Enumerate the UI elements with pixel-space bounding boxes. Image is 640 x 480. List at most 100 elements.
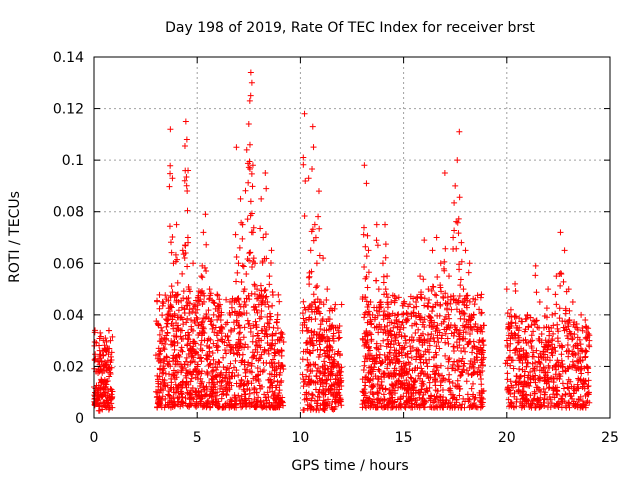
data-point — [518, 318, 525, 325]
data-point — [433, 343, 440, 350]
data-point — [585, 330, 592, 337]
data-point — [454, 299, 461, 306]
data-point — [215, 359, 222, 366]
data-point — [471, 301, 478, 308]
data-point — [329, 322, 336, 329]
data-point — [243, 146, 250, 153]
data-point — [203, 241, 210, 248]
data-point — [378, 373, 385, 380]
data-point — [210, 311, 217, 318]
data-point — [476, 369, 483, 376]
x-tick-label: 20 — [498, 430, 516, 446]
data-point — [523, 391, 530, 398]
data-point — [314, 378, 321, 385]
data-point — [421, 302, 428, 309]
data-point — [433, 367, 440, 374]
data-point — [570, 352, 577, 359]
data-point — [528, 343, 535, 350]
data-point — [413, 321, 420, 328]
data-point — [363, 180, 370, 187]
data-point — [424, 363, 431, 370]
data-point — [555, 328, 562, 335]
data-point — [362, 294, 369, 301]
data-point — [553, 301, 560, 308]
data-point — [179, 247, 186, 254]
data-point — [231, 373, 238, 380]
data-point — [400, 300, 407, 307]
data-point — [224, 319, 231, 326]
data-point — [516, 315, 523, 322]
data-point — [453, 306, 460, 313]
data-point — [516, 348, 523, 355]
data-point — [420, 401, 427, 408]
data-point — [504, 342, 511, 349]
data-point — [232, 357, 239, 364]
data-point — [474, 404, 481, 411]
data-point — [228, 304, 235, 311]
data-point — [457, 276, 464, 283]
data-point — [361, 263, 368, 270]
data-point — [198, 380, 205, 387]
data-point — [183, 174, 190, 181]
data-point — [440, 375, 447, 382]
data-point — [240, 263, 247, 270]
data-point — [179, 327, 186, 334]
data-point — [540, 354, 547, 361]
data-point — [371, 358, 378, 365]
data-point — [525, 380, 532, 387]
data-point — [300, 154, 307, 161]
data-point — [412, 356, 419, 363]
data-point — [223, 350, 230, 357]
data-point — [397, 402, 404, 409]
data-point — [433, 351, 440, 358]
data-point — [186, 310, 193, 317]
data-point — [564, 332, 571, 339]
data-point — [185, 167, 192, 174]
data-point — [453, 396, 460, 403]
data-point — [584, 383, 591, 390]
data-point — [441, 326, 448, 333]
data-point — [400, 372, 407, 379]
data-point — [102, 383, 109, 390]
data-point — [203, 369, 210, 376]
data-point — [514, 351, 521, 358]
data-point — [245, 179, 252, 186]
data-point — [467, 357, 474, 364]
data-point — [386, 311, 393, 318]
data-point — [255, 371, 262, 378]
data-point — [227, 402, 234, 409]
data-point — [388, 298, 395, 305]
data-point — [198, 273, 205, 280]
data-point — [260, 234, 267, 241]
data-point — [269, 342, 276, 349]
data-point — [477, 362, 484, 369]
data-point — [188, 370, 195, 377]
data-point — [236, 383, 243, 390]
data-point — [525, 323, 532, 330]
data-point — [479, 337, 486, 344]
data-point — [227, 311, 234, 318]
data-point — [444, 365, 451, 372]
data-point — [158, 324, 165, 331]
data-point — [250, 224, 257, 231]
data-point — [428, 324, 435, 331]
data-point — [163, 296, 170, 303]
data-point — [299, 310, 306, 317]
data-point — [390, 341, 397, 348]
data-point — [525, 372, 532, 379]
data-point — [313, 331, 320, 338]
data-point — [253, 389, 260, 396]
data-point — [247, 92, 254, 99]
data-point — [337, 395, 344, 402]
data-point — [310, 332, 317, 339]
data-point — [164, 329, 171, 336]
data-point — [185, 286, 192, 293]
data-point — [207, 336, 214, 343]
data-point — [396, 350, 403, 357]
data-point — [168, 399, 175, 406]
data-point — [188, 375, 195, 382]
data-point — [460, 309, 467, 316]
data-point — [535, 386, 542, 393]
data-point — [302, 348, 309, 355]
data-point — [276, 337, 283, 344]
